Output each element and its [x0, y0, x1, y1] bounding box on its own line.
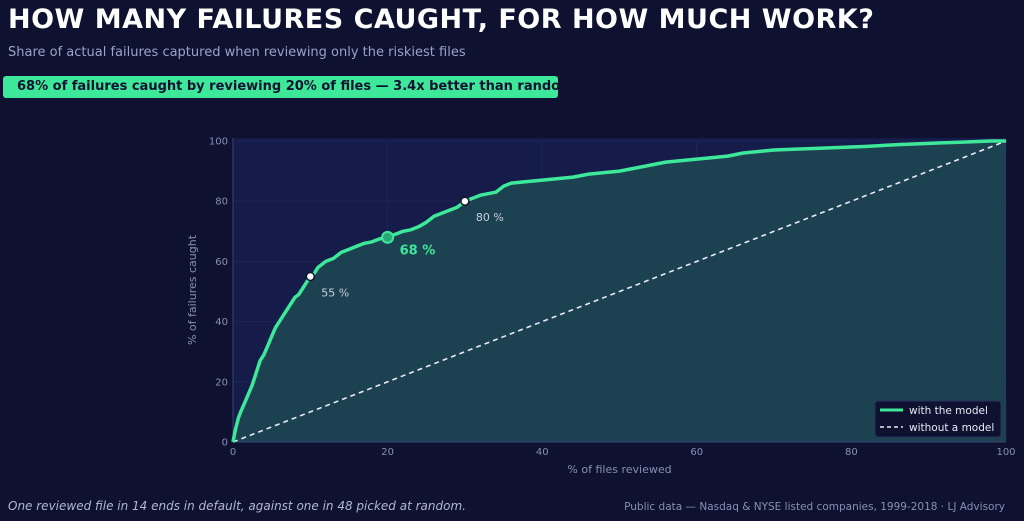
y-tick-label: 20: [215, 377, 228, 388]
footer-note: One reviewed file in 14 ends in default,…: [8, 499, 466, 513]
legend-model-label: with the model: [909, 405, 988, 417]
legend: with the model without a model: [874, 400, 1002, 438]
marker-label: 80 %: [476, 211, 504, 224]
y-tick-label: 60: [215, 257, 228, 268]
y-tick-label: 80: [215, 197, 228, 208]
highlight-badge: 68% of failures caught by reviewing 20% …: [3, 76, 574, 98]
x-tick-label: 60: [690, 447, 703, 458]
marker-point: [305, 271, 316, 282]
y-tick-label: 0: [222, 438, 228, 449]
y-axis-label: % of failures caught: [186, 234, 199, 345]
footer-source: Public data — Nasdaq & NYSE listed compa…: [624, 501, 1005, 513]
x-tick-label: 0: [230, 447, 236, 458]
series-with-model: [231, 139, 1006, 443]
marker-point: [460, 196, 470, 206]
marker-point: [381, 230, 395, 244]
x-axis-label: % of files reviewed: [567, 463, 671, 476]
x-tick-label: 100: [996, 447, 1015, 458]
marker-label: 55 %: [321, 286, 349, 299]
legend-random-label: without a model: [909, 422, 994, 434]
page-subtitle: Share of actual failures captured when r…: [8, 45, 466, 60]
x-tick-label: 40: [536, 447, 549, 458]
x-tick-label: 80: [845, 447, 858, 458]
series-without-model: [232, 140, 1007, 443]
y-tick-label: 100: [209, 137, 228, 148]
page-title: HOW MANY FAILURES CAUGHT, FOR HOW MUCH W…: [8, 4, 875, 35]
gain-chart: 0 20 40 60 80 100 0 20 40 60 80 100 55 % 68 % 80 % % …: [186, 137, 1016, 477]
legend-box: [874, 400, 1002, 438]
marker-label: 68 %: [400, 243, 436, 258]
y-tick-label: 40: [215, 317, 228, 328]
x-tick-label: 20: [381, 447, 394, 458]
